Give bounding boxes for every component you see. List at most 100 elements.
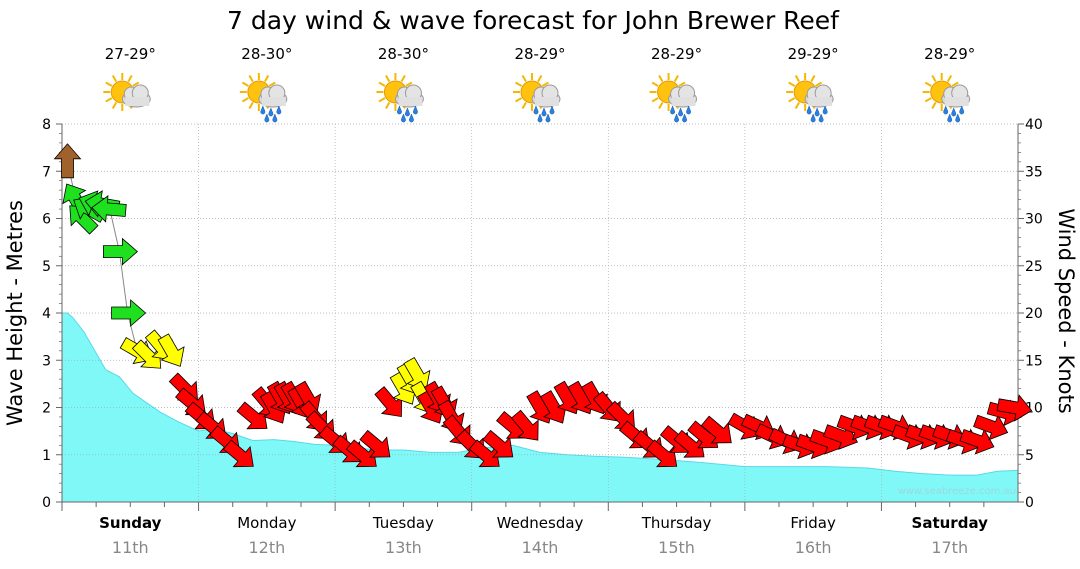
y2-tick-label: 15	[1025, 353, 1043, 369]
rain-drop	[806, 105, 812, 115]
temperature-labels: 27-29° 28-30° 28-30° 28-29° 28-29° 29-29° 28-2…	[105, 45, 976, 63]
sun-ray	[794, 101, 801, 109]
rain-drop	[686, 105, 692, 115]
temperature-label: 28-29°	[651, 45, 702, 63]
sun-ray	[105, 81, 113, 87]
sun-ray	[241, 97, 249, 103]
sun-ray	[127, 75, 133, 83]
y2-tick-label: 5	[1025, 448, 1034, 464]
cloud-base	[671, 97, 696, 106]
sun-ray	[378, 81, 386, 87]
y-tick-label: 4	[42, 306, 51, 322]
sun-ray	[400, 75, 406, 83]
sun-ray	[385, 75, 391, 83]
sun-ray	[241, 81, 249, 87]
rain-drop	[943, 105, 949, 115]
sun-ray	[248, 101, 254, 109]
rain-drop	[533, 105, 539, 115]
y2-tick-labels: 0 5 10 15 20 25 30 35 40	[1025, 117, 1043, 511]
rain-drop	[541, 107, 547, 117]
y2-tick-label: 40	[1025, 117, 1043, 133]
sun-ray	[673, 75, 679, 83]
temperature-label: 28-30°	[378, 45, 429, 63]
y-tick-label: 5	[42, 259, 51, 275]
day-name-label: Tuesday	[372, 514, 434, 532]
day-date-label: 12th	[248, 538, 285, 557]
watermark: www.seabreeze.com.au	[898, 486, 1016, 497]
rain-drop	[545, 113, 551, 123]
rain-drop	[955, 113, 961, 123]
sun-ray	[946, 75, 953, 83]
wave-height-series	[61, 312, 1019, 503]
wind-arrow	[359, 429, 391, 458]
wind-arrow	[959, 428, 995, 455]
y2-tick-label: 10	[1025, 401, 1043, 417]
rain-drop	[810, 113, 816, 123]
sun-ray	[537, 75, 543, 83]
cloud-base	[125, 97, 150, 106]
day-name-label: Friday	[790, 514, 836, 532]
day-date-label: 15th	[658, 538, 695, 557]
sun-ray	[788, 81, 796, 87]
wind-arrow	[131, 339, 162, 369]
sun-ray	[268, 81, 276, 87]
rain-drop	[951, 107, 957, 117]
y2-tick-label: 25	[1025, 259, 1043, 275]
sun-ray	[651, 97, 659, 103]
y2-tick-label: 0	[1025, 495, 1034, 511]
rain-drop	[947, 113, 953, 123]
rain-drop	[264, 113, 270, 123]
y2-tick-label: 20	[1025, 306, 1043, 322]
temperature-label: 28-29°	[924, 45, 975, 63]
sun-cloud-rain-icon	[786, 73, 834, 123]
y-tick-labels: 0 1 2 3 4 5 6 7 8	[42, 117, 51, 511]
cloud-base	[398, 97, 423, 106]
chart-title: 7 day wind & wave forecast for John Brew…	[227, 6, 840, 35]
grid-lines	[62, 123, 1018, 502]
wave-area	[61, 312, 1019, 503]
wind-arrow	[673, 429, 705, 458]
cloud-base	[535, 97, 559, 106]
wind-arrows	[53, 143, 1033, 468]
rain-drop	[260, 105, 266, 115]
day-date-label: 16th	[795, 538, 832, 557]
rain-drop	[408, 113, 414, 123]
y-tick-label: 6	[42, 212, 51, 228]
sun-cloud-rain-icon	[649, 73, 698, 123]
sun-ray	[132, 81, 140, 87]
sun-ray	[541, 81, 549, 87]
sun-ray	[651, 81, 659, 87]
sun-ray	[931, 101, 937, 109]
sun-ray	[658, 75, 664, 83]
y-tick-label: 0	[42, 495, 51, 511]
rain-drop	[959, 105, 965, 115]
temperature-label: 28-29°	[514, 45, 565, 63]
sun-ray	[788, 97, 796, 103]
y-tick-label: 2	[42, 401, 51, 417]
sun-ray	[405, 81, 413, 87]
sun-ray	[111, 75, 118, 83]
sun-ray	[515, 97, 523, 103]
y-tick-label: 8	[42, 117, 51, 133]
rain-drop	[822, 105, 828, 115]
sun-ray	[248, 75, 254, 83]
cloud-base	[944, 97, 969, 106]
day-labels: Sunday 11th Monday 12th Tuesday 13th Wednesday…	[99, 514, 988, 557]
wind-arrow	[996, 394, 1033, 422]
y-axis-title: Wave Height - Metres	[3, 200, 27, 426]
rain-drop	[678, 107, 684, 117]
wind-arrow	[482, 429, 514, 458]
sun-ray	[521, 101, 527, 109]
wind-arrow	[111, 299, 147, 327]
rain-drop	[682, 113, 688, 123]
y-tick-label: 3	[42, 353, 51, 369]
wind-arrow	[53, 143, 82, 179]
sun-ray	[810, 75, 816, 83]
sun-ray	[924, 97, 932, 103]
day-name-label: Wednesday	[497, 514, 584, 532]
sun-ray	[521, 75, 527, 83]
sun-cloud-rain-icon	[239, 73, 288, 123]
rain-drop	[674, 113, 680, 123]
sun-ray	[515, 81, 523, 87]
